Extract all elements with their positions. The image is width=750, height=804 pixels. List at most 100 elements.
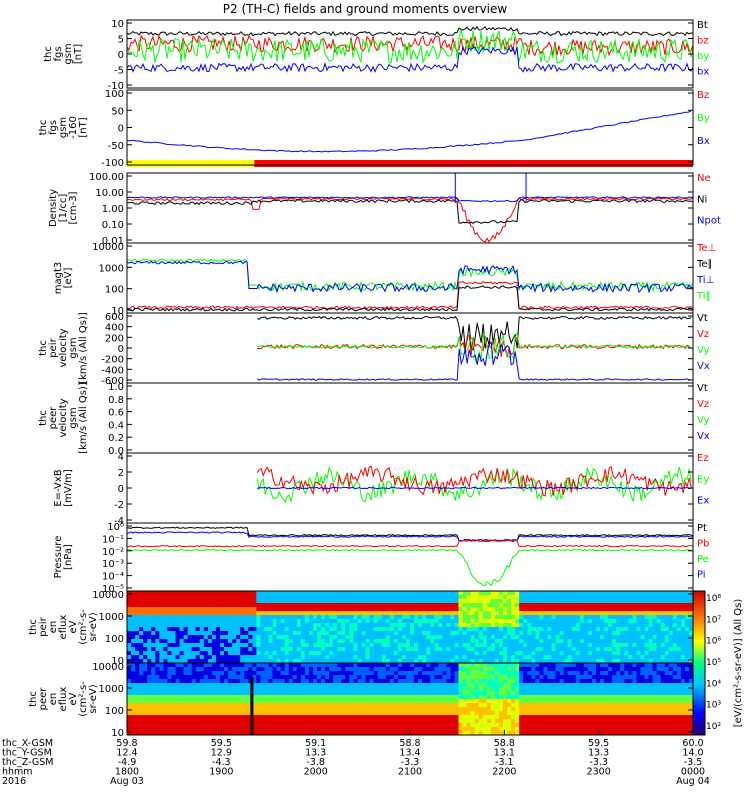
- legend-Vy: Vy: [697, 345, 710, 356]
- ytick-label: 10⁻²: [102, 547, 124, 558]
- ylabel-line: [km/s (All Qs)]: [78, 382, 89, 454]
- xaxis-value: Aug 04: [676, 776, 710, 787]
- legend-Ex: Ex: [697, 496, 709, 507]
- legend-Vz: Vz: [697, 329, 709, 340]
- colorbar-tick: 10⁴: [706, 679, 721, 689]
- ytick-label: 1000: [99, 684, 124, 695]
- ytick-label: 0.10: [102, 220, 124, 231]
- ytick-label: 200: [105, 333, 124, 344]
- ylabel-line: [km/s (All Qs)]: [78, 312, 89, 384]
- ytick-label: 0.8: [108, 395, 124, 406]
- legend-by: by: [697, 51, 709, 62]
- panel-peerspec-plot: [127, 663, 694, 736]
- ytick-label: 1.00: [102, 204, 124, 215]
- ytick-label: 10⁻³: [102, 559, 124, 570]
- legend-Ey: Ey: [697, 474, 709, 485]
- legend-Vt: Vt: [697, 383, 708, 394]
- ytick-label: 10000: [92, 242, 124, 253]
- colorbar-tick: 10⁷: [706, 615, 721, 625]
- panel-density-plot: [127, 173, 693, 242]
- legend-bx: bx: [697, 67, 709, 78]
- ytick-label: 10000: [92, 662, 124, 673]
- legend-Ne: Ne: [697, 173, 711, 184]
- xaxis-value: 2100: [398, 767, 422, 778]
- panel-peirvel-frame: [127, 313, 693, 383]
- legend-Pb: Pb: [697, 539, 709, 550]
- xaxis-value: 2200: [492, 767, 516, 778]
- ytick-label: 0: [118, 484, 124, 495]
- series-Pi: [127, 532, 693, 541]
- ytick-label: 400: [105, 323, 124, 334]
- legend-Bx: Bx: [697, 136, 710, 147]
- legend-Vx: Vx: [697, 361, 710, 372]
- legend-Ni: Ni: [697, 194, 707, 205]
- panel-fgs160-frame: [127, 90, 693, 165]
- ylabel-line: sr-eV): [88, 612, 99, 641]
- ytick-label: 0: [118, 50, 124, 61]
- ytick-label: 10: [111, 19, 124, 30]
- ylabel-line: [eV]: [63, 268, 74, 289]
- panel-peervel-frame: [127, 383, 693, 453]
- panel-peirspec-plot: [127, 591, 694, 664]
- ytick-label: 10000: [92, 590, 124, 601]
- legend-Te∥: Te∥: [696, 259, 713, 270]
- ytick-label: 600: [105, 312, 124, 323]
- ytick-label: 1.0: [108, 382, 124, 393]
- series-Ne: [127, 198, 693, 242]
- ytick-label: 1000: [99, 263, 124, 274]
- xaxis-value: 1900: [209, 767, 233, 778]
- panel-efield-plot: [257, 466, 691, 502]
- legend-Npot: Npot: [697, 216, 721, 227]
- series-Bx: [127, 111, 691, 152]
- ytick-label: 0: [118, 344, 124, 355]
- series-Pb: [127, 540, 693, 547]
- spectrogram-gap: [250, 677, 253, 735]
- panel-density-frame: [127, 173, 693, 243]
- xaxis-value: 2300: [587, 767, 611, 778]
- ylabel-line: [nT]: [73, 44, 84, 64]
- legend-Ti⊥: Ti⊥: [696, 275, 714, 286]
- series-Ti-perp: [127, 261, 693, 292]
- ytick-label: 100: [105, 285, 124, 296]
- ytick-label: 2: [118, 468, 124, 479]
- legend-Vx: Vx: [697, 431, 710, 442]
- ytick-label: 0.6: [108, 408, 124, 419]
- panel-fgs-plot: [127, 27, 693, 72]
- legend-Pi: Pi: [697, 570, 706, 581]
- legend-By: By: [697, 113, 710, 124]
- ylabel-line: [nPa]: [63, 544, 74, 570]
- panel-fgs160-plot: [127, 111, 691, 152]
- ytick-label: -5: [114, 66, 124, 77]
- panel-density: 100.0010.001.000.100.01Density[1/cc][cm-…: [48, 172, 721, 247]
- panel-temp-plot: [127, 259, 693, 311]
- colorbar-tick: 10³: [706, 701, 721, 711]
- status-bar-red: [254, 160, 693, 167]
- ytick-label: 0: [118, 124, 124, 135]
- panel-pressure-plot: [127, 527, 693, 586]
- ytick-label: 0.4: [108, 420, 124, 431]
- series-Pe: [127, 550, 693, 586]
- colorbar-tick: 10⁶: [706, 637, 721, 647]
- legend-Ez: Ez: [697, 453, 709, 464]
- legend-Pt: Pt: [697, 523, 707, 534]
- plot-title: P2 (TH-C) fields and ground moments over…: [223, 2, 508, 16]
- ytick-label: 1000: [99, 612, 124, 623]
- ytick-label: -200: [101, 355, 124, 366]
- ytick-label: 10⁻¹: [102, 534, 124, 545]
- ytick-label: -2: [114, 500, 124, 511]
- colorbar-label: [eV/(cm²-s-sr-eV)] (All Qs): [733, 599, 744, 728]
- ytick-label: 50: [111, 106, 124, 117]
- ytick-label: 10.00: [95, 188, 124, 199]
- ytick-label: -100: [101, 158, 124, 169]
- ytick-label: -50: [108, 141, 124, 152]
